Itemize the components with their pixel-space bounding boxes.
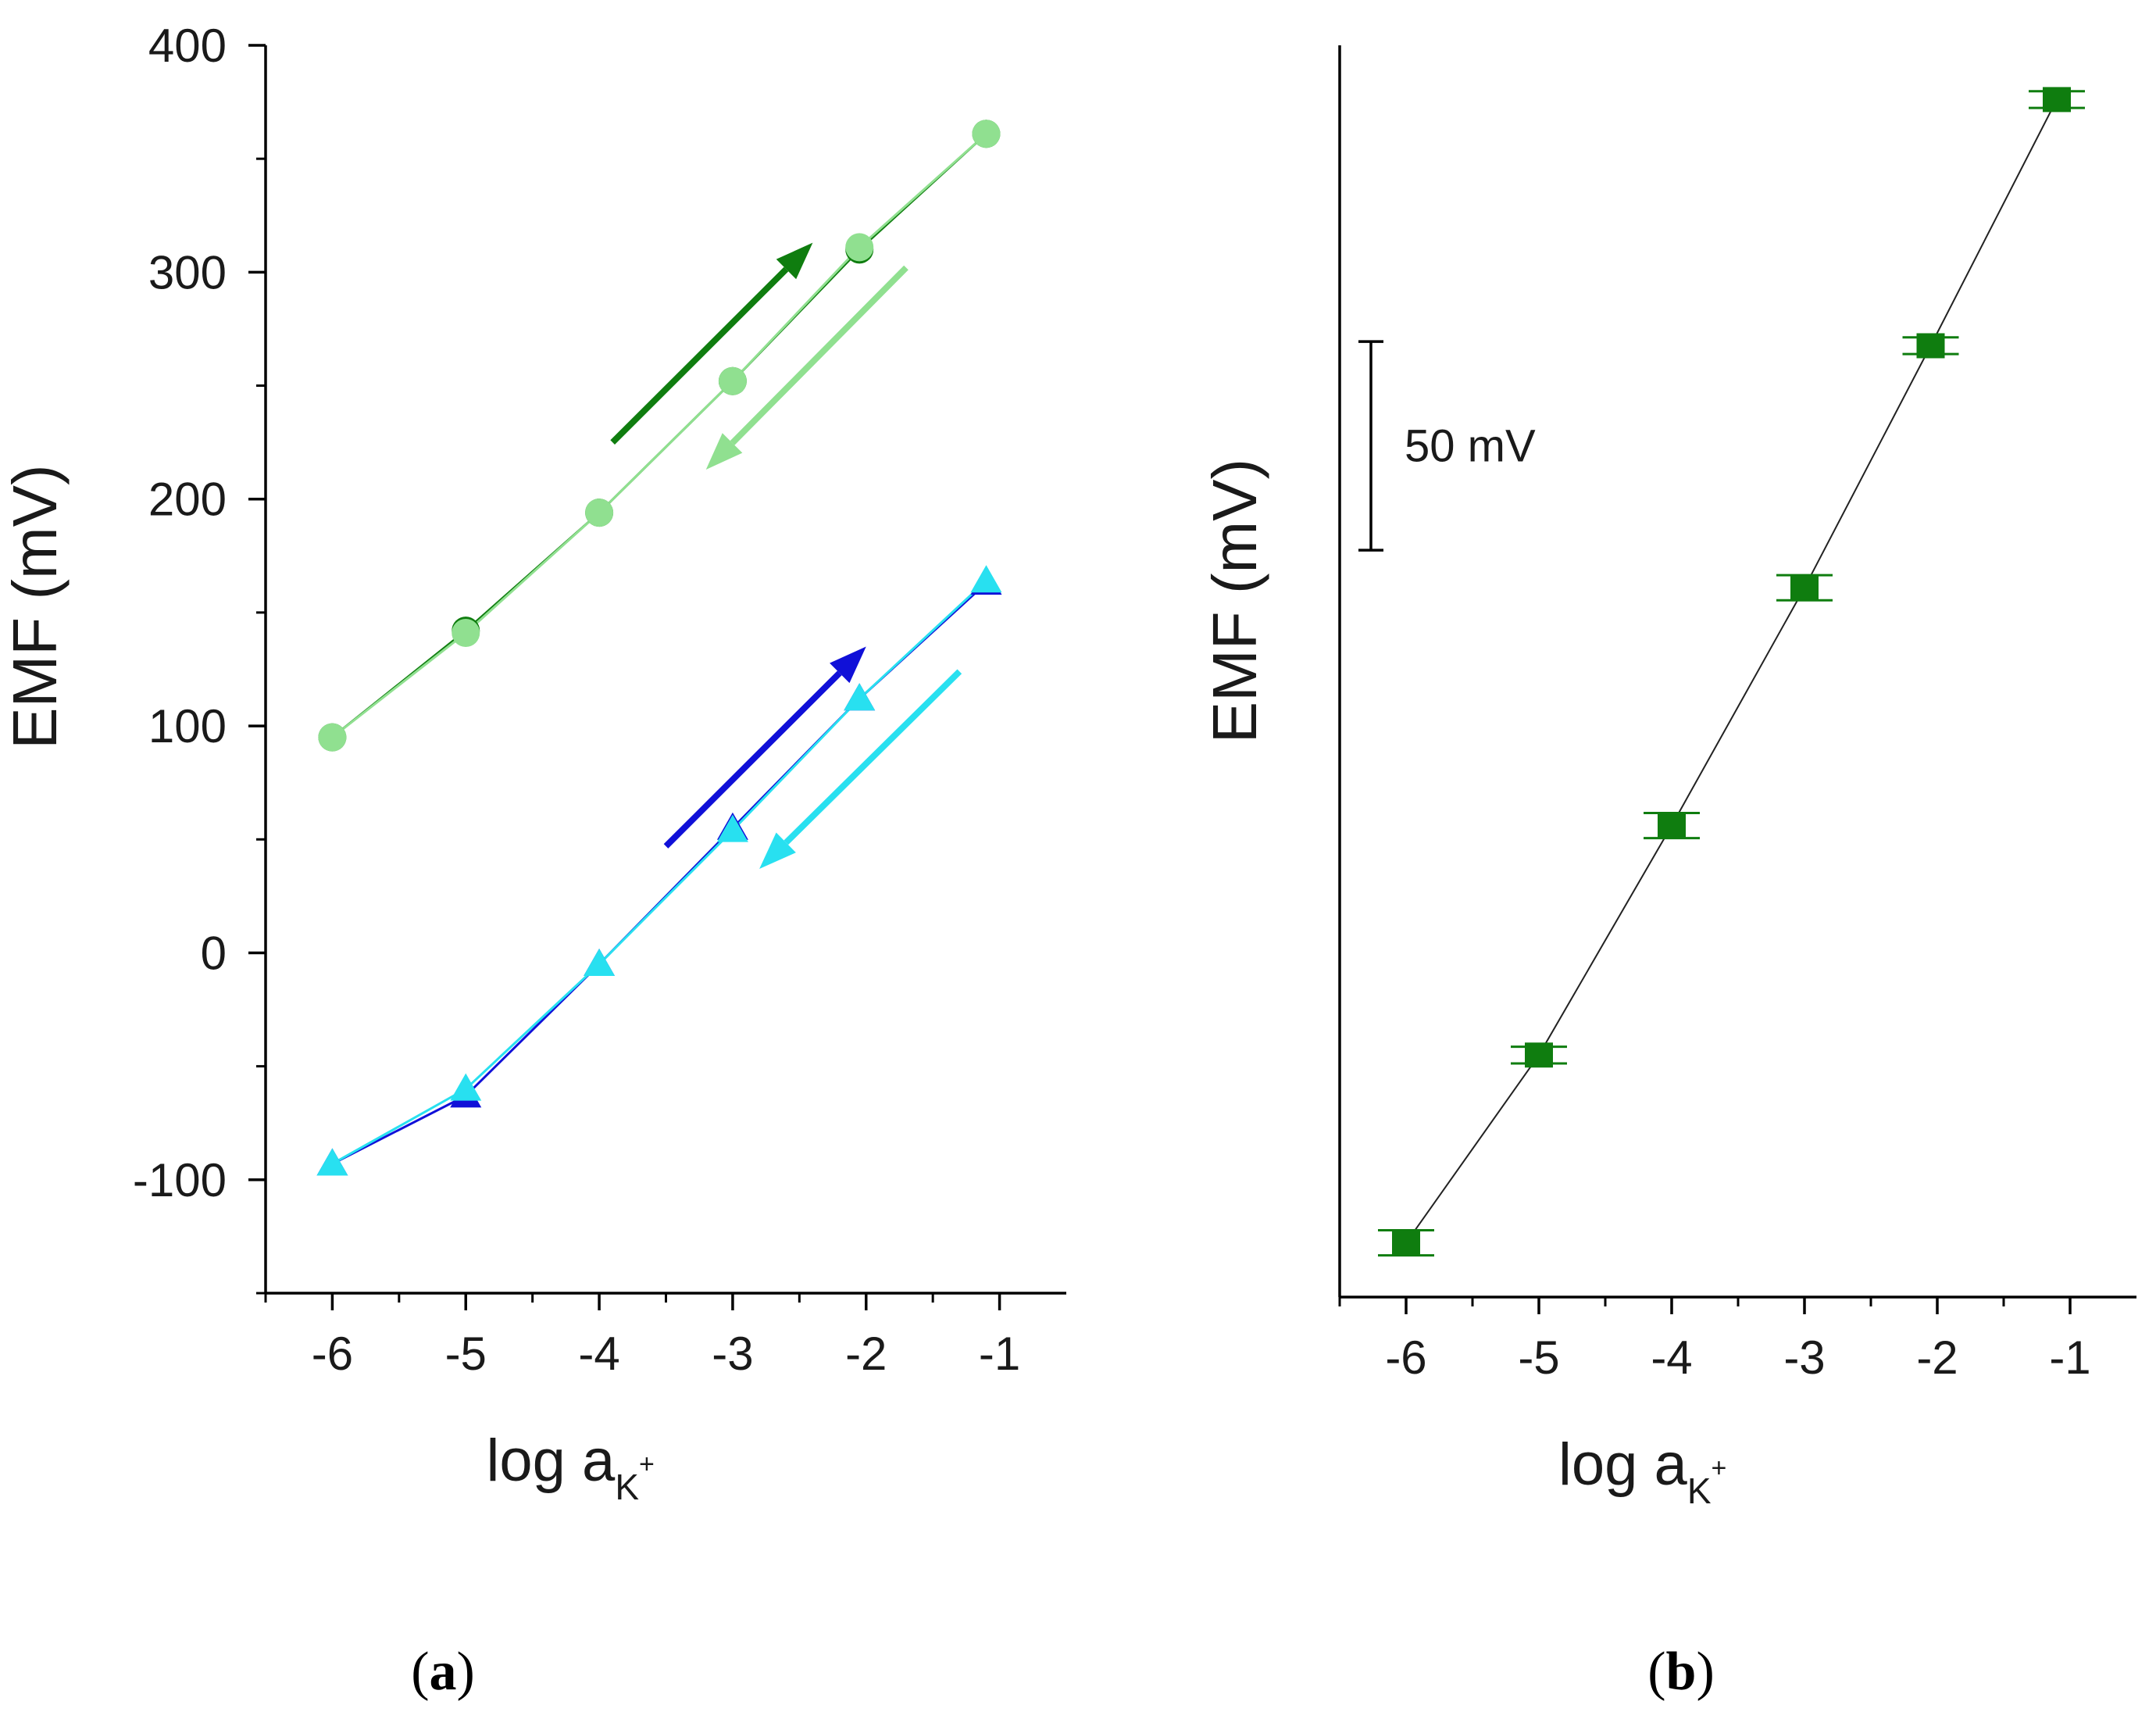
- x-axis-label-subscript: K: [1687, 1471, 1712, 1511]
- data-point-mean: [1392, 1230, 1420, 1256]
- y-tick-label: -100: [133, 1154, 227, 1206]
- panel-label-paren: (: [411, 1642, 429, 1702]
- x-tick-label: -2: [845, 1328, 887, 1380]
- x-axis-label-subscript: K: [615, 1467, 639, 1507]
- data-point-circles-down: [972, 120, 1001, 148]
- data-point-triangles-down: [844, 683, 876, 711]
- x-tick-label: -4: [1651, 1331, 1692, 1384]
- arrow-decreasing-1-head: [705, 433, 743, 470]
- series-line-triangles-up: [331, 582, 987, 1165]
- panel-labels: (a) (b): [411, 1642, 1715, 1702]
- data-point-mean: [1790, 575, 1819, 601]
- data-point-mean: [1658, 813, 1686, 838]
- panel-label-paren: ): [1696, 1642, 1714, 1702]
- panel-label-letter: a: [430, 1642, 457, 1702]
- data-point-circles-down: [585, 499, 614, 527]
- panel-label-b: (b): [1647, 1642, 1715, 1702]
- data-point-circles-down: [845, 233, 874, 262]
- x-tick-label: -2: [1916, 1331, 1958, 1384]
- arrow-decreasing-3-shaft: [784, 669, 962, 845]
- x-axis-label-superscript: +: [639, 1449, 655, 1479]
- panel-b: -6 -5 -4 -3 -2 -1 log aK+ EMF (mV) 50 mV: [1200, 45, 2136, 1511]
- y-tick-label: 200: [148, 474, 227, 526]
- arrow-increasing-0-head: [776, 242, 813, 280]
- data-point-circles-down: [452, 619, 480, 648]
- x-tick-label: -3: [1783, 1331, 1825, 1384]
- x-tick-label: -1: [979, 1328, 1020, 1380]
- panel-label-letter: b: [1666, 1642, 1697, 1702]
- x-tick-label: -6: [1385, 1331, 1426, 1384]
- series-line-mean: [1405, 98, 2058, 1244]
- x-axis-label-superscript: +: [1712, 1453, 1727, 1483]
- arrow-decreasing-1-shaft: [730, 265, 908, 445]
- x-axis-label-main: log a: [1558, 1431, 1688, 1498]
- x-tick-label: -1: [2049, 1331, 2090, 1384]
- data-point-triangles-down: [970, 565, 1002, 593]
- series-line-circles-up: [331, 133, 987, 738]
- y-axis-label: EMF (mV): [1200, 459, 1269, 743]
- data-point-triangles-down: [584, 948, 616, 976]
- x-axis-label: log aK+: [1558, 1431, 1726, 1511]
- y-tick-label: 0: [201, 927, 227, 979]
- y-tick-label: 400: [148, 20, 227, 72]
- panel-label-paren: ): [457, 1642, 475, 1702]
- data-point-circles-down: [318, 723, 347, 752]
- x-tick-label: -4: [578, 1328, 619, 1380]
- x-tick-label: -3: [712, 1328, 753, 1380]
- y-tick-label: 300: [148, 246, 227, 298]
- y-axis-label: EMF (mV): [0, 464, 70, 749]
- series-line-triangles-down: [331, 580, 987, 1165]
- arrow-decreasing-3-head: [759, 832, 796, 870]
- x-tick-label: -6: [312, 1328, 353, 1380]
- panel-label-paren: (: [1647, 1642, 1665, 1702]
- x-tick-label: -5: [1518, 1331, 1559, 1384]
- x-axis-label-main: log a: [487, 1428, 616, 1494]
- panel-label-a: (a): [411, 1642, 475, 1702]
- arrow-increasing-0-shaft: [610, 266, 789, 445]
- data-point-mean: [1525, 1042, 1553, 1068]
- data-point-mean: [2043, 87, 2071, 113]
- data-point-triangles-down: [316, 1148, 348, 1176]
- x-tick-label: -5: [445, 1328, 487, 1380]
- arrow-increasing-2-head: [830, 646, 866, 684]
- panel-a: -100 0 100 200 300 400 -6 -5 -4 -3 -2 -1 log aK+ EMF …: [0, 20, 1066, 1507]
- arrow-increasing-2-shaft: [663, 670, 842, 849]
- x-axis-label: log aK+: [487, 1428, 655, 1507]
- series-line-circles-down: [331, 133, 987, 738]
- data-point-triangles-down: [716, 814, 748, 842]
- data-point-circles-down: [718, 366, 747, 395]
- data-point-triangles-down: [450, 1073, 482, 1101]
- scale-bar-label: 50 mV: [1405, 421, 1536, 472]
- data-point-mean: [1916, 333, 1945, 359]
- y-tick-label: 100: [148, 700, 227, 752]
